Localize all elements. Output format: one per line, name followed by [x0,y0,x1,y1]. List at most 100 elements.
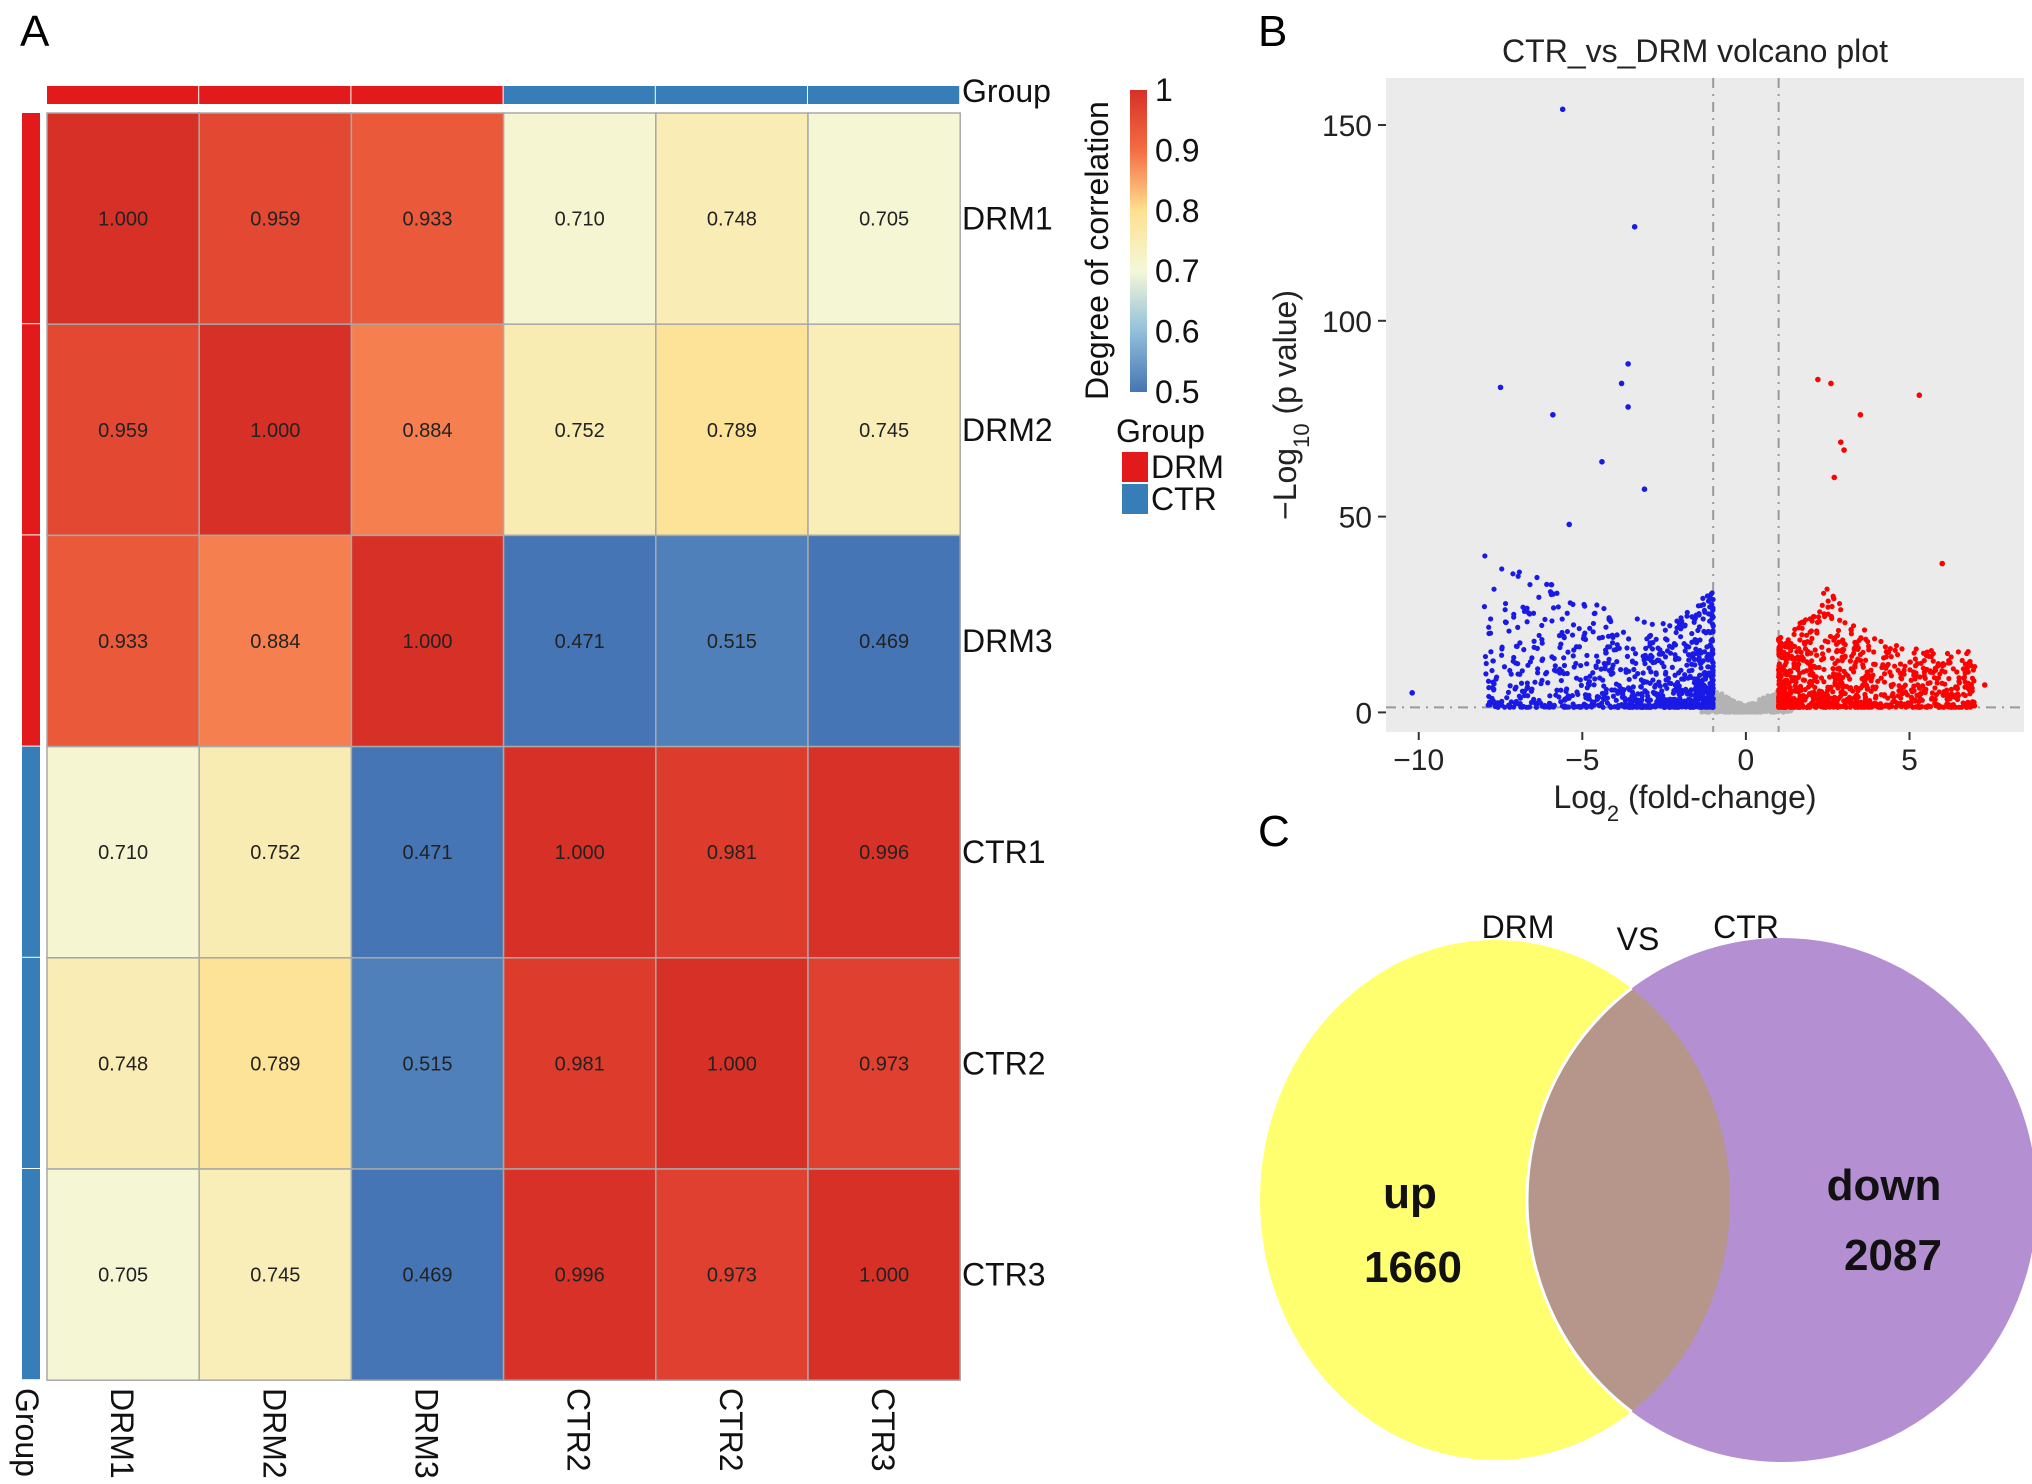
down-point [1565,693,1571,699]
up-point [1859,676,1865,682]
ns-point [1719,693,1725,699]
up-point [1814,619,1821,625]
down-point [1510,571,1516,577]
up-point [1904,692,1911,698]
up-point [1933,701,1939,707]
down-point [1689,630,1695,637]
venn-separator: VS [1617,921,1660,957]
up-point [1848,627,1854,633]
down-point [1644,636,1650,642]
up-point [1807,629,1813,635]
down-point [1709,615,1715,622]
down-point [1569,632,1576,638]
up-point [1818,657,1825,663]
group-legend-label: CTR [1151,481,1217,517]
down-point [1482,653,1489,660]
up-point [1836,601,1843,607]
down-point [1594,653,1600,659]
up-point [1802,641,1808,647]
up-point [1853,684,1859,691]
down-point [1553,668,1559,674]
down-point [1577,704,1583,710]
down-point [1630,646,1636,652]
heatmap-cell [502,745,657,959]
heatmap-cell-value: 1.000 [402,631,452,653]
down-point [1517,640,1523,646]
up-point [1954,669,1960,675]
down-point [1659,688,1665,694]
down-point [1639,697,1645,703]
up-point [1797,637,1803,643]
heatmap-cell-value: 0.745 [859,420,909,442]
up-point [1791,631,1797,637]
up-point [1903,704,1909,710]
column-group-bar [351,86,503,104]
down-point [1483,660,1489,667]
up-point [1960,666,1966,672]
up-point [1855,704,1861,710]
up-point [1850,623,1857,629]
down-point [1586,678,1593,685]
heatmap-cell [655,534,809,748]
up-point [1829,603,1835,610]
up-point [1819,602,1825,608]
down-point [1686,644,1692,650]
x-tick-label: 5 [1901,744,1918,777]
up-point [1874,704,1881,710]
up-point [1875,678,1881,684]
up-point [1864,686,1870,692]
heatmap-cell-value: 0.884 [250,631,300,653]
ns-point [1723,698,1728,704]
down-point [1656,657,1662,664]
down-point [1540,656,1546,662]
up-point [1881,671,1888,677]
down-point [1709,611,1715,618]
panel-letter-b: B [1258,7,1287,56]
up-point [1848,631,1855,637]
up-point [1870,703,1876,709]
down-point [1598,666,1604,672]
up-point [1792,687,1798,694]
up-point [1930,650,1936,657]
up-point [1802,687,1808,693]
colorbar-tick-label: 0.9 [1155,132,1199,168]
heatmap-row-label: DRM3 [962,623,1053,659]
up-point [1853,641,1860,647]
down-point [1609,640,1616,646]
down-point [1671,687,1677,694]
down-point [1668,680,1674,687]
up-point [1862,695,1869,701]
up-point [1901,671,1907,677]
heatmap-cell-value: 0.789 [707,420,757,442]
up-point [1868,688,1874,694]
up-point [1922,675,1928,681]
up-point [1930,658,1936,664]
down-point [1694,698,1700,704]
up-point [1818,675,1825,681]
heatmap-cell [198,112,353,325]
volcano-plot-background [1386,78,2024,732]
ns-point [1758,709,1764,715]
down-point [1504,695,1510,701]
row-group-bar [22,1169,40,1380]
up-point [1790,700,1796,706]
down-point [1634,704,1641,710]
up-point [1807,616,1813,622]
colorbar-tick-label: 1 [1155,72,1173,108]
down-point [1664,685,1670,691]
up-point [1784,644,1791,650]
down-point [1689,614,1695,620]
down-point [1657,683,1663,689]
down-point [1596,694,1602,700]
up-point [1825,684,1831,690]
down-point [1632,651,1639,657]
up-point [1866,647,1872,653]
row-group-bar [22,324,40,535]
heatmap-cell [350,112,505,325]
up-point [1865,672,1871,678]
heatmap-cell-value: 0.973 [707,1265,757,1287]
down-point [1657,647,1663,653]
down-point [1539,637,1545,643]
down-point [1573,660,1579,667]
down-point [1676,621,1683,627]
